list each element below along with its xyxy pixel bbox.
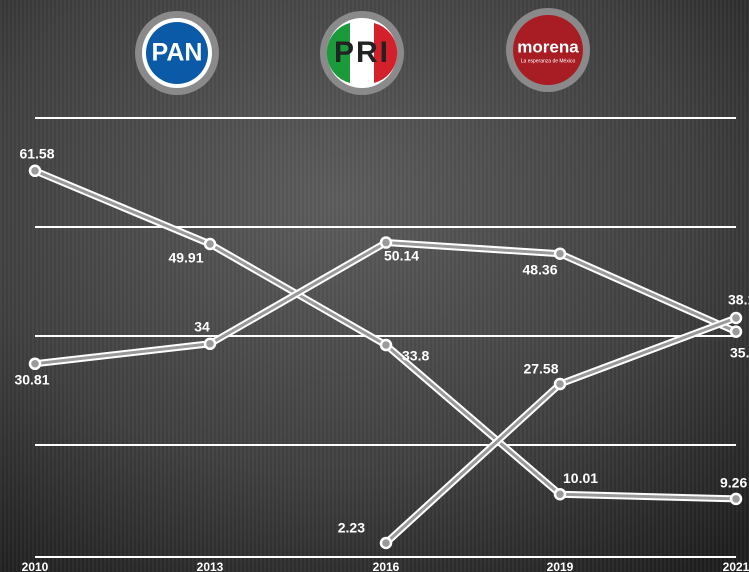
logo-green	[326, 23, 350, 83]
logo-text: PRI	[334, 36, 390, 69]
logo-text: morena	[517, 37, 579, 56]
value-label: 10.01	[563, 470, 598, 486]
logo-disc	[146, 22, 208, 84]
value-label: 27.58	[523, 361, 558, 377]
logo-white	[350, 23, 374, 83]
logo-tagline: La esperanza de México	[521, 58, 576, 64]
data-point	[203, 337, 217, 351]
data-point	[28, 357, 42, 371]
value-label: 38.11	[728, 292, 749, 308]
logo-text: PAN	[152, 39, 203, 67]
logo-morena: morena La esperanza de México	[506, 8, 590, 92]
value-label: 9.26	[720, 475, 747, 491]
data-point	[553, 487, 567, 501]
logo-pan: PAN	[135, 11, 219, 95]
plot: 2010 2013 2016 2019 2021 61.58 49.91 33.8 10.01 9…	[14, 146, 749, 572]
x-tick-label: 2016	[373, 560, 400, 572]
x-tick-label: 2021	[723, 560, 749, 572]
data-point	[379, 536, 393, 550]
data-point	[553, 377, 567, 391]
data-point	[379, 338, 393, 352]
value-label: 33.8	[402, 348, 429, 364]
x-tick-label: 2019	[547, 560, 574, 572]
value-label: 34	[194, 318, 210, 334]
data-point	[28, 164, 42, 178]
data-point	[553, 247, 567, 260]
value-label: 50.14	[384, 247, 419, 263]
logo-disc	[513, 15, 583, 85]
guide-lines	[35, 117, 736, 558]
value-label: 48.36	[522, 261, 557, 277]
x-tick-label: 2010	[22, 560, 49, 572]
data-point	[379, 236, 393, 249]
x-tick-label: 2013	[197, 560, 224, 572]
value-label: 49.91	[168, 250, 203, 266]
data-point	[203, 237, 217, 251]
data-point	[729, 311, 743, 325]
data-point	[729, 325, 743, 338]
logo-red	[374, 23, 398, 83]
value-label: 30.81	[14, 371, 49, 387]
logo-pri: PRI	[320, 11, 404, 95]
data-point	[729, 492, 743, 506]
value-label: 2.23	[338, 520, 365, 536]
value-label: 61.58	[19, 146, 54, 162]
value-label: 35.93	[730, 344, 749, 360]
